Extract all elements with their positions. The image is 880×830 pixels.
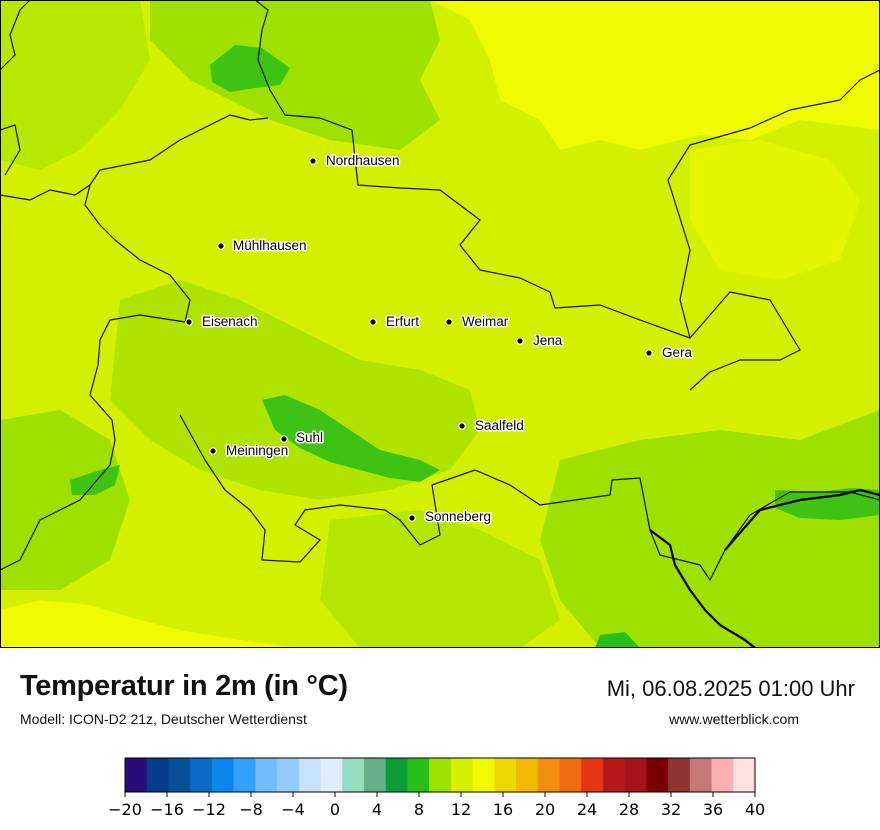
city-label: Nordhausen	[326, 153, 400, 168]
legend-swatch	[624, 758, 647, 792]
legend-swatch	[559, 758, 582, 792]
country-border	[649, 488, 880, 648]
legend-swatch	[320, 758, 343, 792]
legend-swatch	[602, 758, 626, 792]
cool-spot-rhoen	[70, 465, 120, 495]
city-erfurt: Erfurt	[369, 313, 421, 331]
legend-swatch	[537, 758, 560, 792]
legend-swatch	[689, 758, 713, 792]
legend-swatch	[385, 758, 408, 792]
city-jena: Jena	[516, 332, 564, 350]
cool-spot-thuringian-forest	[262, 395, 440, 482]
legend-tick-label: 40	[745, 800, 765, 819]
legend-swatch	[450, 758, 474, 792]
legend-tick-label: −12	[192, 800, 226, 819]
legend-ticks: −20 −16 −12 −8 −4 0 4 8 12 16 20 24 28 32 36 40	[108, 792, 765, 819]
legend-tick-label: 16	[493, 800, 513, 819]
moderate-area-southwest	[0, 410, 130, 590]
legend-swatch	[668, 758, 691, 792]
legend-swatch	[711, 758, 734, 792]
temperature-map: Nordhausen Mühlhausen Eisenach Erfurt We…	[0, 0, 880, 648]
state-borders	[0, 0, 880, 581]
legend-swatch	[277, 758, 300, 792]
legend-tick-label: 12	[451, 800, 471, 819]
city-label: Jena	[533, 333, 563, 348]
legend-swatch	[211, 758, 235, 792]
city-saalfeld: Saalfeld	[458, 417, 525, 435]
city-nordhausen: Nordhausen	[309, 152, 401, 170]
legend-swatch	[363, 758, 387, 792]
legend-tick-label: −8	[239, 800, 263, 819]
website-link[interactable]: www.wetterblick.com	[669, 711, 799, 727]
legend-swatch	[407, 758, 430, 792]
cool-spot-southeast	[775, 488, 880, 520]
legend-tick-label: 28	[619, 800, 639, 819]
footer: Temperatur in 2m (in °C) Modell: ICON-D2…	[0, 648, 880, 830]
legend-tick-label: −20	[108, 800, 142, 819]
city-weimar: Weimar	[445, 313, 510, 331]
city-eisenach: Eisenach	[185, 313, 259, 331]
legend-swatch	[646, 758, 669, 792]
warm-area-bottom-left	[0, 600, 300, 648]
city-label: Meiningen	[226, 443, 288, 458]
legend-swatch	[516, 758, 539, 792]
legend-swatch	[190, 758, 213, 792]
cool-spot-harz	[210, 45, 290, 92]
legend-swatch	[733, 758, 756, 792]
legend-swatch	[472, 758, 495, 792]
warm-area-east	[690, 140, 860, 280]
legend-swatch	[125, 758, 148, 792]
warm-area-northeast	[430, 0, 880, 150]
legend-swatch	[342, 758, 365, 792]
legend-tick-label: 4	[372, 800, 382, 819]
model-subtitle: Modell: ICON-D2 21z, Deutscher Wetterdie…	[20, 711, 307, 727]
city-label: Eisenach	[202, 314, 258, 329]
legend-swatch	[146, 758, 169, 792]
moderate-area-west	[0, 0, 150, 170]
legend-swatch	[581, 758, 604, 792]
city-label: Sonneberg	[425, 509, 491, 524]
legend-swatch	[233, 758, 256, 792]
color-legend: −20 −16 −12 −8 −4 0 4 8 12 16 20 24 28 32 36 40	[108, 757, 765, 819]
city-meiningen: Meiningen	[209, 442, 290, 460]
legend-tick-label: −4	[281, 800, 305, 819]
legend-tick-label: 8	[414, 800, 424, 819]
page-title: Temperatur in 2m (in °C)	[20, 670, 348, 702]
legend-bar	[124, 757, 756, 793]
moderate-area-north	[150, 0, 440, 150]
legend-tick-label: −16	[150, 800, 184, 819]
city-sonneberg: Sonneberg	[408, 508, 493, 526]
city-suhl: Suhl	[280, 429, 325, 447]
city-markers: Nordhausen Mühlhausen Eisenach Erfurt We…	[185, 152, 694, 526]
legend-tick-label: 32	[661, 800, 681, 819]
moderate-area-southeast	[540, 410, 880, 648]
legend-border	[124, 757, 756, 793]
legend-tick-label: 24	[577, 800, 597, 819]
forecast-datetime: Mi, 06.08.2025 01:00 Uhr	[606, 676, 855, 701]
city-label: Suhl	[296, 430, 323, 445]
legend-swatch	[298, 758, 322, 792]
legend-tick-label: 0	[330, 800, 340, 819]
city-muehlhausen: Mühlhausen	[217, 237, 308, 255]
moderate-area-south	[320, 510, 560, 648]
legend-swatch	[494, 758, 517, 792]
city-label: Weimar	[462, 314, 509, 329]
moderate-area-center	[110, 280, 480, 500]
legend-swatch	[429, 758, 452, 792]
city-label: Saalfeld	[475, 418, 524, 433]
city-label: Erfurt	[386, 314, 419, 329]
cool-spot-bottom	[595, 632, 640, 648]
legend-tick-label: 20	[535, 800, 555, 819]
legend-swatch	[255, 758, 278, 792]
legend-swatch	[168, 758, 191, 792]
city-gera: Gera	[645, 344, 694, 362]
legend-tick-label: 36	[703, 800, 723, 819]
city-label: Mühlhausen	[233, 238, 307, 253]
city-label: Gera	[662, 345, 693, 360]
